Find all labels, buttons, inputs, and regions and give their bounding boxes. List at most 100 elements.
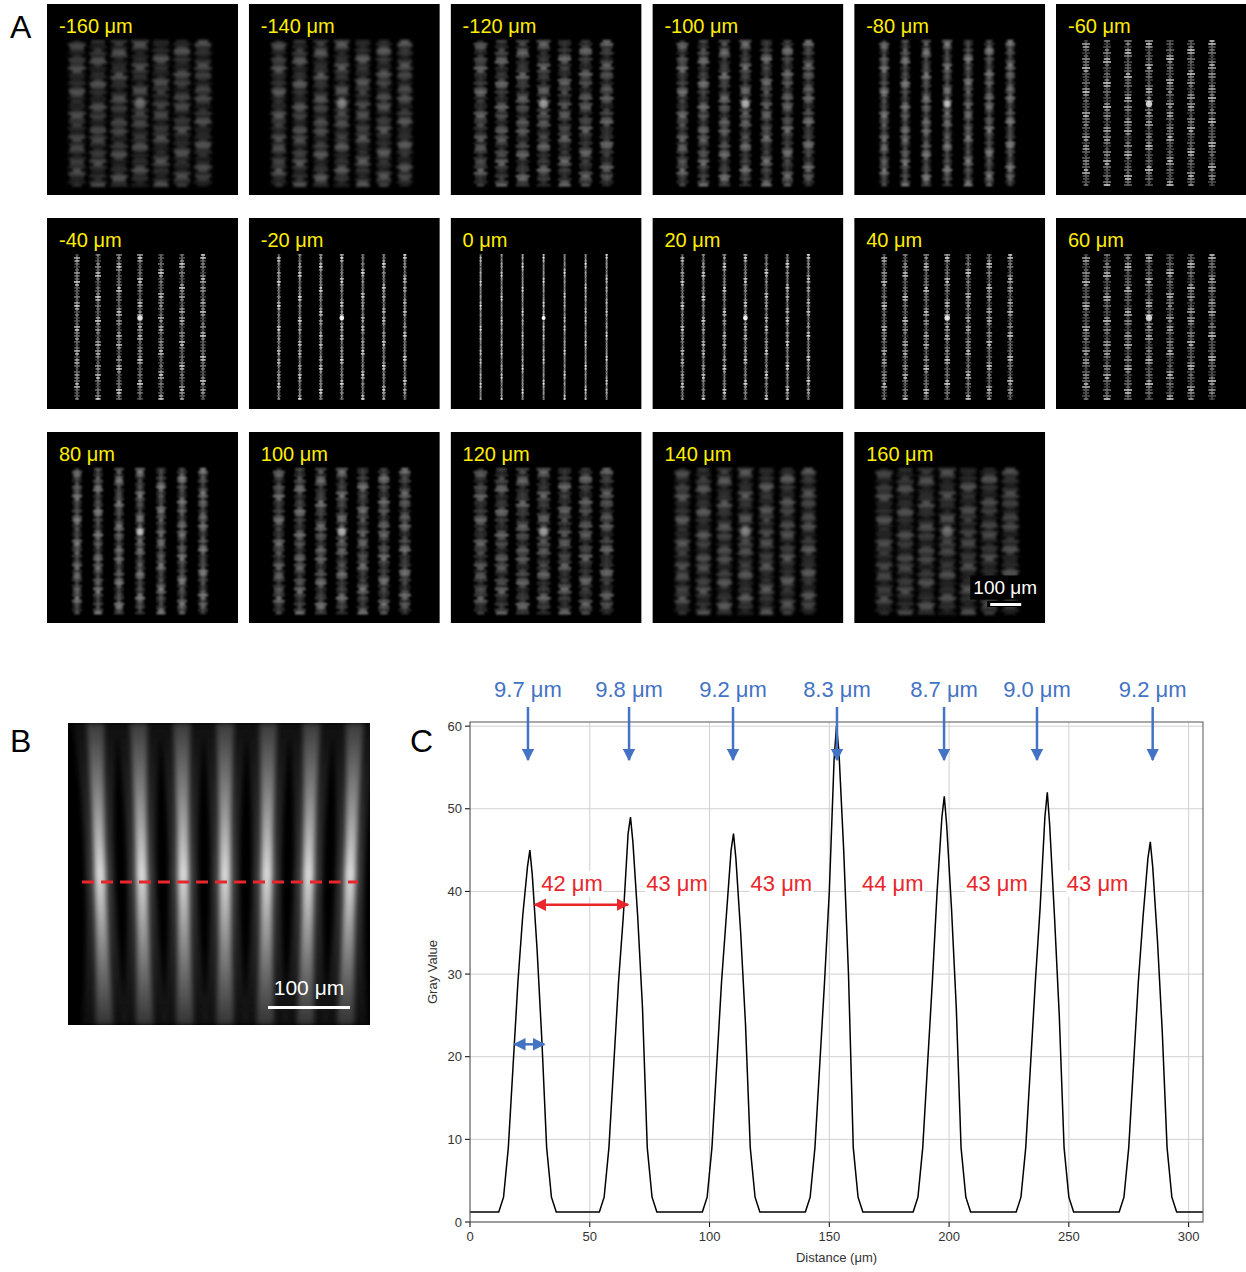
speckle xyxy=(90,145,107,148)
speckle xyxy=(1145,124,1153,126)
speckle xyxy=(923,58,928,60)
speckle xyxy=(803,175,814,177)
speckle xyxy=(68,82,86,85)
speckle xyxy=(111,109,127,112)
speckle xyxy=(559,100,570,102)
speckle xyxy=(376,148,391,150)
speckle xyxy=(496,172,507,174)
speckle xyxy=(902,139,909,141)
speckle xyxy=(356,142,370,144)
speckle xyxy=(699,103,707,105)
speckle xyxy=(943,145,952,147)
speckle xyxy=(131,169,149,172)
speckle xyxy=(741,43,750,45)
speckle xyxy=(378,109,391,111)
speckle xyxy=(1167,46,1172,48)
speckle xyxy=(762,181,770,183)
speckle xyxy=(879,127,889,129)
speckle xyxy=(1084,139,1089,141)
speckle xyxy=(678,160,687,162)
speckle xyxy=(720,49,729,51)
speckle xyxy=(516,154,529,156)
speckle xyxy=(496,169,507,171)
speckle xyxy=(720,67,730,69)
speckle xyxy=(475,148,487,150)
speckle xyxy=(1005,151,1015,153)
speckle xyxy=(399,148,411,150)
speckle xyxy=(740,130,751,132)
speckle xyxy=(356,70,369,72)
speckle xyxy=(376,127,392,129)
speckle xyxy=(335,175,349,177)
speckle xyxy=(699,73,708,75)
speckle xyxy=(881,139,887,141)
speckle xyxy=(68,151,85,154)
speckle xyxy=(678,178,687,180)
speckle xyxy=(93,148,103,151)
speckle xyxy=(1082,121,1089,123)
speckle xyxy=(600,52,614,54)
speckle xyxy=(355,178,371,180)
speckle xyxy=(944,136,951,138)
speckle xyxy=(603,154,611,156)
speckle xyxy=(679,169,685,171)
speckle xyxy=(602,169,610,171)
speckle xyxy=(1005,127,1015,129)
speckle xyxy=(1005,91,1014,93)
speckle xyxy=(495,82,508,84)
speckle xyxy=(495,61,509,63)
speckle xyxy=(539,172,549,174)
speckle xyxy=(336,91,348,93)
speckle xyxy=(355,172,370,174)
speckle xyxy=(561,76,569,78)
speckle xyxy=(1124,160,1132,162)
speckle xyxy=(475,178,486,180)
speckle xyxy=(378,61,389,63)
speckle xyxy=(963,124,973,126)
speckle xyxy=(380,115,388,117)
speckle xyxy=(336,172,347,174)
speckle xyxy=(1166,49,1174,51)
speckle xyxy=(560,67,570,69)
speckle xyxy=(900,121,910,123)
speckle xyxy=(155,67,168,70)
line-pattern xyxy=(676,40,814,186)
speckle xyxy=(964,100,972,102)
speckle xyxy=(70,46,84,49)
speckle xyxy=(805,139,811,141)
speckle xyxy=(537,130,550,132)
speckle xyxy=(156,46,167,49)
speckle xyxy=(762,85,772,87)
speckle xyxy=(518,112,528,114)
speckle xyxy=(880,118,889,120)
speckle xyxy=(805,64,813,66)
speckle xyxy=(516,40,529,42)
speckle xyxy=(196,103,211,106)
speckle xyxy=(718,175,730,177)
speckle xyxy=(194,106,211,109)
speckle xyxy=(784,145,791,147)
speckle xyxy=(900,61,910,63)
speckle xyxy=(315,97,327,99)
tile-background xyxy=(47,4,238,195)
speckle xyxy=(880,121,889,123)
speckle xyxy=(517,67,528,69)
speckle xyxy=(334,115,349,117)
speckle xyxy=(699,172,709,174)
speckle xyxy=(581,76,591,78)
speckle xyxy=(537,109,551,111)
speckle xyxy=(600,175,612,177)
speckle xyxy=(174,178,190,181)
speckle xyxy=(964,115,972,117)
speckle xyxy=(198,154,208,157)
speckle xyxy=(901,40,909,42)
speckle xyxy=(1146,118,1153,120)
speckle xyxy=(944,67,950,69)
speckle xyxy=(739,55,751,57)
speckle xyxy=(762,145,770,147)
speckle xyxy=(498,79,506,81)
speckle xyxy=(376,142,392,144)
speckle xyxy=(274,109,284,111)
speckle xyxy=(679,85,686,87)
speckle xyxy=(922,166,931,168)
